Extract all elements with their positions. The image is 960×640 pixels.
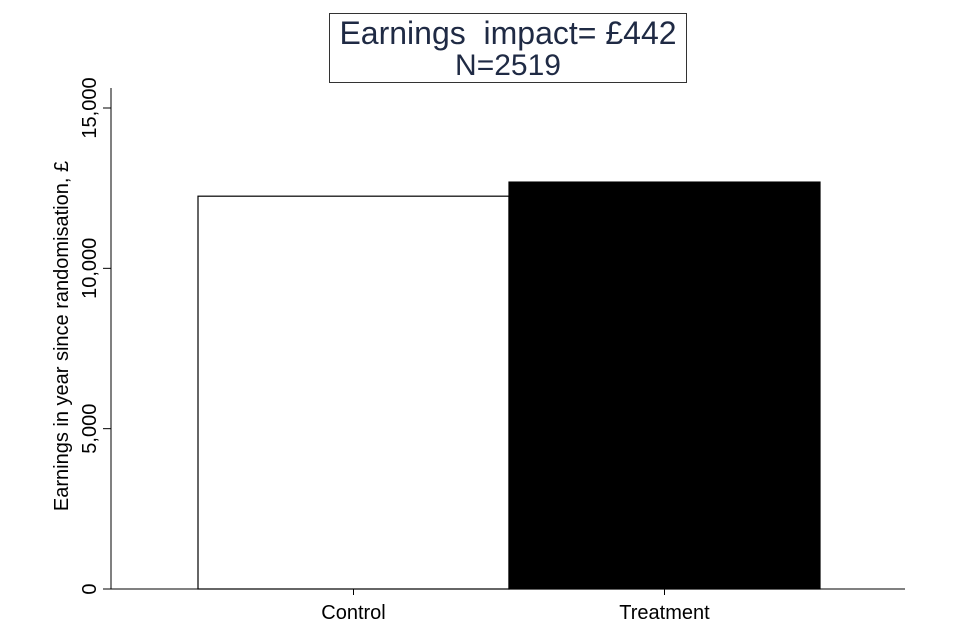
y-tick-label: 10,000: [79, 238, 101, 299]
x-tick-label: Control: [321, 602, 385, 624]
x-tick-label: Treatment: [619, 602, 710, 624]
y-tick-label: 15,000: [79, 77, 101, 138]
bar-treatment: [508, 181, 821, 590]
chart-title: Earnings impact= £442: [339, 15, 677, 51]
y-tick-label: 0: [79, 583, 101, 594]
bar-control: [197, 195, 510, 590]
y-axis-label: Earnings in year since randomisation, £: [51, 161, 73, 511]
labels: 0 5,000 10,000 15,000 Control Treatment: [79, 77, 710, 624]
y-tick-label: 5,000: [79, 404, 101, 454]
chart-subtitle: N=2519: [455, 49, 561, 82]
chart-title-box: Earnings impact= £442 N=2519: [329, 13, 687, 83]
bars: [197, 181, 821, 590]
